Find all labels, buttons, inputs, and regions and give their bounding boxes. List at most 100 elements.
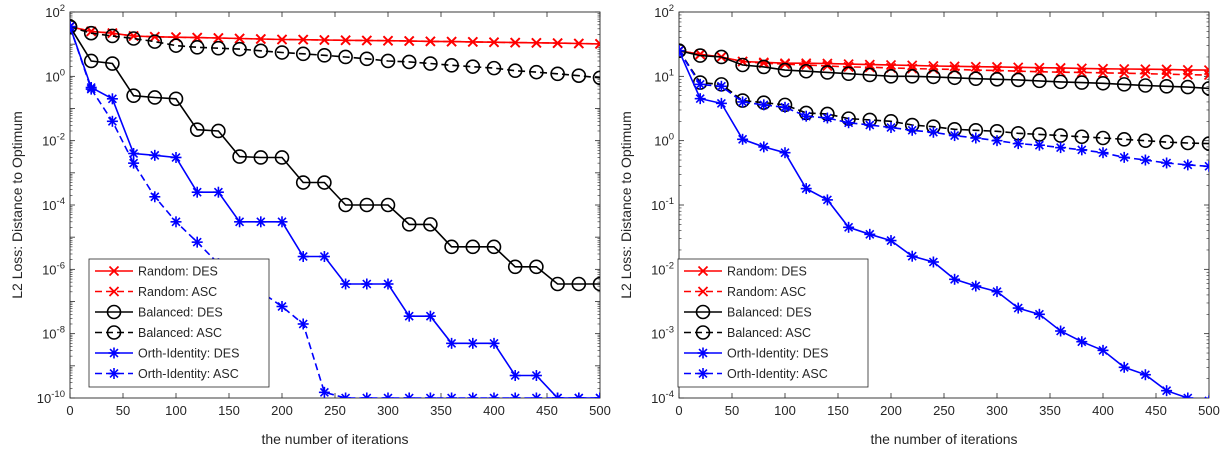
star-marker — [361, 393, 372, 404]
x-tick-label: 500 — [1198, 403, 1220, 418]
star-marker — [149, 191, 160, 202]
star-marker — [1182, 393, 1193, 404]
star-marker — [1034, 140, 1045, 151]
star-marker — [822, 194, 833, 205]
star-marker — [361, 278, 372, 289]
star-marker — [758, 99, 769, 110]
y-tick-label: 101 — [654, 67, 674, 84]
star-marker — [446, 338, 457, 349]
star-marker — [886, 122, 897, 133]
x-tick-label: 250 — [933, 403, 955, 418]
star-marker — [843, 222, 854, 233]
star-marker — [758, 141, 769, 152]
y-tick-label: 10-8 — [42, 325, 65, 342]
x-tick-label: 50 — [116, 403, 130, 418]
x-axis-label: the number of iterations — [870, 431, 1017, 447]
legend-label: Orth-Identity: ASC — [727, 367, 828, 381]
star-marker — [992, 135, 1003, 146]
star-marker — [213, 187, 224, 198]
star-marker — [1076, 144, 1087, 155]
y-tick-label: 10-4 — [651, 389, 674, 406]
star-marker — [171, 216, 182, 227]
star-marker — [907, 125, 918, 136]
star-marker — [698, 348, 709, 359]
x-tick-label: 50 — [725, 403, 739, 418]
legend-label: Balanced: DES — [138, 306, 223, 320]
star-marker — [1119, 152, 1130, 163]
star-marker — [843, 117, 854, 128]
star-marker — [383, 393, 394, 404]
y-tick-label: 10-3 — [651, 325, 674, 342]
y-tick-label: 102 — [45, 3, 65, 20]
legend-label: Random: ASC — [727, 285, 806, 299]
star-marker — [425, 393, 436, 404]
x-tick-label: 300 — [377, 403, 399, 418]
star-marker — [1013, 138, 1024, 149]
x-tick-label: 400 — [1092, 403, 1114, 418]
star-marker — [698, 368, 709, 379]
y-tick-label: 10-10 — [37, 389, 65, 406]
y-tick-label: 10-2 — [42, 132, 65, 149]
star-marker — [319, 387, 330, 398]
star-marker — [716, 98, 727, 109]
star-marker — [319, 251, 330, 262]
legend-label: Orth-Identity: DES — [138, 347, 239, 361]
star-marker — [510, 393, 521, 404]
star-marker — [446, 393, 457, 404]
star-marker — [928, 257, 939, 268]
star-marker — [1119, 362, 1130, 373]
y-tick-label: 102 — [654, 3, 674, 20]
star-marker — [489, 393, 500, 404]
star-marker — [404, 393, 415, 404]
star-marker — [277, 216, 288, 227]
star-marker — [109, 348, 120, 359]
star-marker — [801, 111, 812, 122]
star-marker — [737, 96, 748, 107]
star-marker — [1140, 155, 1151, 166]
star-marker — [801, 183, 812, 194]
star-marker — [1140, 369, 1151, 380]
star-marker — [255, 216, 266, 227]
star-marker — [780, 147, 791, 158]
star-marker — [467, 393, 478, 404]
star-marker — [86, 84, 97, 95]
star-marker — [128, 158, 139, 169]
x-tick-label: 0 — [66, 403, 73, 418]
star-marker — [149, 150, 160, 161]
legend-label: Random: DES — [138, 265, 218, 279]
star-marker — [340, 393, 351, 404]
star-marker — [695, 79, 706, 90]
star-marker — [716, 81, 727, 92]
star-marker — [949, 274, 960, 285]
x-tick-label: 450 — [536, 403, 558, 418]
star-marker — [109, 368, 120, 379]
star-marker — [674, 45, 685, 56]
star-marker — [1204, 161, 1215, 172]
star-marker — [107, 93, 118, 104]
x-tick-label: 500 — [589, 403, 611, 418]
star-marker — [970, 281, 981, 292]
x-tick-label: 450 — [1145, 403, 1167, 418]
star-marker — [65, 21, 76, 32]
star-marker — [928, 127, 939, 138]
star-marker — [1161, 157, 1172, 168]
star-marker — [864, 120, 875, 131]
star-marker — [234, 216, 245, 227]
star-marker — [340, 278, 351, 289]
x-tick-label: 0 — [675, 403, 682, 418]
x-tick-label: 350 — [430, 403, 452, 418]
star-marker — [907, 251, 918, 262]
star-marker — [383, 278, 394, 289]
y-tick-label: 10-6 — [42, 260, 65, 277]
x-tick-label: 200 — [880, 403, 902, 418]
star-marker — [1182, 159, 1193, 170]
chart-2: 0 50 100 150 200 250 300 350 400 450 50010-410-310… — [618, 3, 1220, 447]
star-marker — [192, 237, 203, 248]
star-marker — [595, 393, 606, 404]
legend: Random: DES Random: ASC Balanced: DES Balan… — [89, 259, 269, 387]
x-tick-label: 150 — [218, 403, 240, 418]
star-marker — [510, 370, 521, 381]
star-marker — [1076, 336, 1087, 347]
star-marker — [1013, 303, 1024, 314]
x-tick-label: 250 — [324, 403, 346, 418]
